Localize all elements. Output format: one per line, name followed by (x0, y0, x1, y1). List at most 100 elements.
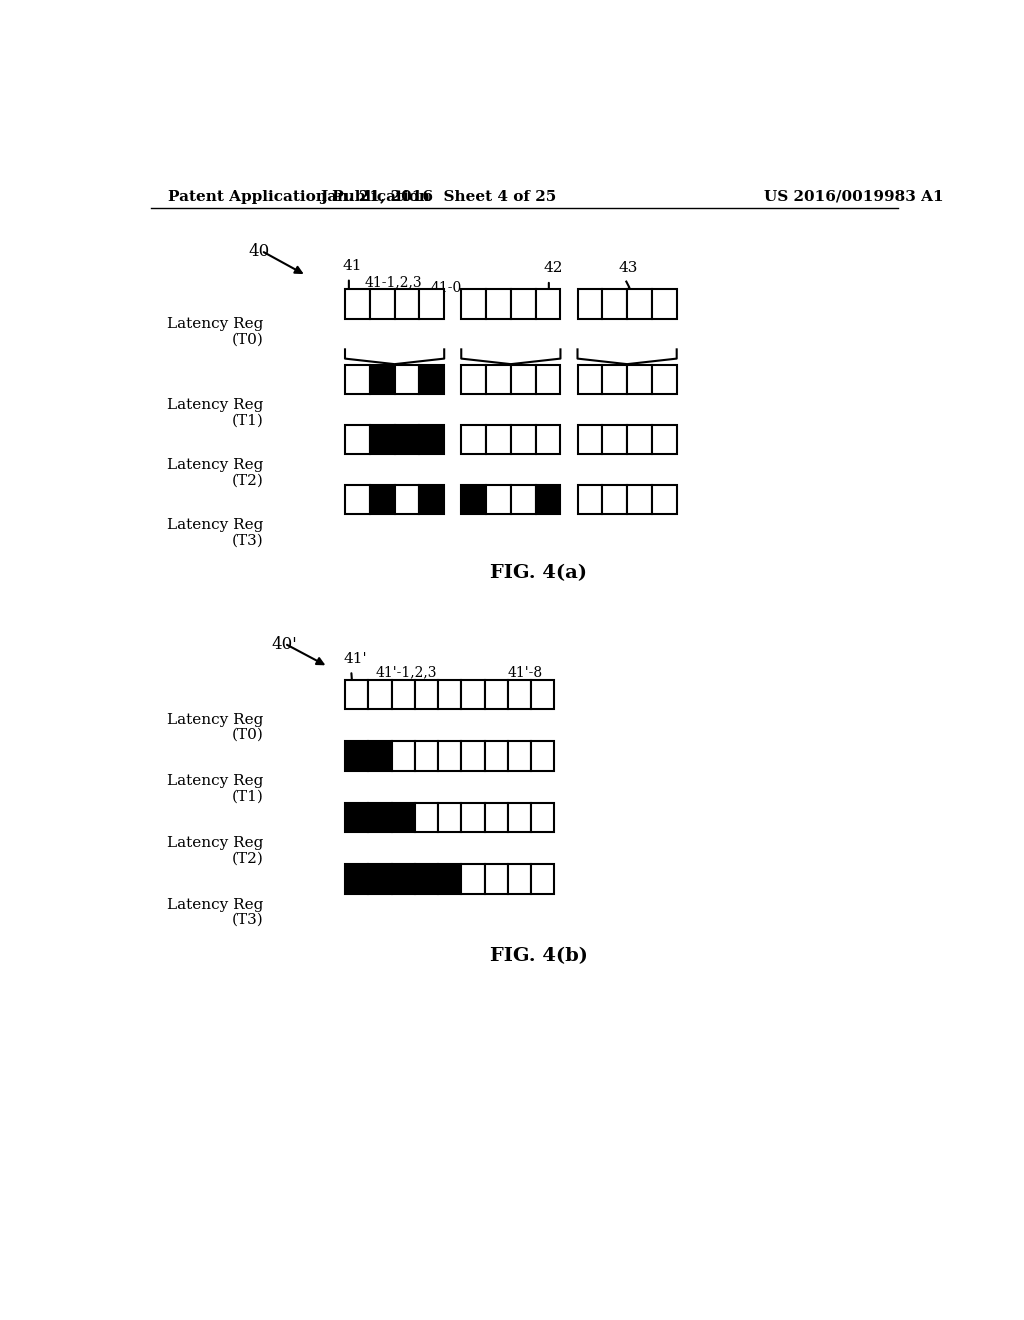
Bar (486, 484, 511, 515)
Bar (345, 484, 370, 515)
Bar (536, 484, 560, 515)
Bar (369, 865, 391, 894)
Bar (484, 742, 508, 771)
Bar (415, 803, 438, 832)
Text: Latency Reg: Latency Reg (167, 517, 263, 532)
Text: Latency Reg: Latency Reg (167, 397, 263, 412)
Bar (486, 289, 511, 318)
Bar (370, 484, 394, 515)
Bar (536, 425, 560, 454)
Text: Latency Reg: Latency Reg (167, 775, 263, 788)
Bar (438, 803, 461, 832)
Bar (420, 484, 444, 515)
Bar (578, 364, 602, 395)
Bar (345, 425, 370, 454)
Text: (T3): (T3) (231, 913, 263, 927)
Bar (370, 289, 394, 318)
Bar (369, 803, 391, 832)
Bar (602, 425, 627, 454)
Bar (345, 803, 369, 832)
Bar (508, 865, 531, 894)
Text: US 2016/0019983 A1: US 2016/0019983 A1 (764, 190, 943, 203)
Bar (536, 364, 560, 395)
Bar (531, 803, 554, 832)
Bar (370, 425, 394, 454)
Bar (511, 484, 536, 515)
Bar (420, 425, 444, 454)
Text: (T0): (T0) (231, 729, 263, 742)
Text: 41-1,2,3: 41-1,2,3 (365, 276, 422, 289)
Text: 41: 41 (343, 259, 362, 273)
Bar (461, 364, 486, 395)
Bar (578, 289, 602, 318)
Bar (461, 484, 486, 515)
Bar (508, 803, 531, 832)
Text: Jan. 21, 2016  Sheet 4 of 25: Jan. 21, 2016 Sheet 4 of 25 (319, 190, 556, 203)
Bar (420, 364, 444, 395)
Text: 41'-8: 41'-8 (508, 665, 543, 680)
Bar (627, 364, 652, 395)
Text: 41'-1,2,3: 41'-1,2,3 (376, 665, 437, 680)
Bar (627, 484, 652, 515)
Bar (652, 289, 677, 318)
Bar (391, 803, 415, 832)
Bar (369, 742, 391, 771)
Text: Latency Reg: Latency Reg (167, 458, 263, 471)
Text: 41': 41' (343, 652, 367, 665)
Bar (345, 865, 369, 894)
Bar (461, 680, 484, 709)
Bar (420, 289, 444, 318)
Text: (T2): (T2) (231, 851, 263, 866)
Bar (652, 425, 677, 454)
Bar (345, 742, 369, 771)
Bar (602, 289, 627, 318)
Bar (531, 680, 554, 709)
Bar (415, 742, 438, 771)
Bar (511, 289, 536, 318)
Bar (391, 680, 415, 709)
Bar (511, 425, 536, 454)
Text: FIG. 4(a): FIG. 4(a) (490, 564, 587, 582)
Bar (578, 425, 602, 454)
Bar (484, 803, 508, 832)
Text: (T0): (T0) (231, 333, 263, 346)
Bar (438, 865, 461, 894)
Bar (394, 364, 420, 395)
Bar (627, 425, 652, 454)
Bar (484, 865, 508, 894)
Bar (391, 865, 415, 894)
Text: Latency Reg: Latency Reg (167, 317, 263, 331)
Text: 40': 40' (271, 636, 297, 653)
Bar (369, 680, 391, 709)
Bar (627, 289, 652, 318)
Bar (508, 680, 531, 709)
Text: 41-0: 41-0 (430, 281, 462, 294)
Bar (394, 289, 420, 318)
Bar (461, 289, 486, 318)
Bar (345, 289, 370, 318)
Bar (536, 289, 560, 318)
Text: (T2): (T2) (231, 474, 263, 487)
Text: (T3): (T3) (231, 533, 263, 548)
Bar (370, 364, 394, 395)
Bar (415, 680, 438, 709)
Bar (394, 425, 420, 454)
Text: (T1): (T1) (231, 413, 263, 428)
Bar (391, 742, 415, 771)
Bar (345, 364, 370, 395)
Text: Patent Application Publication: Patent Application Publication (168, 190, 430, 203)
Bar (438, 680, 461, 709)
Bar (602, 364, 627, 395)
Text: 40: 40 (248, 243, 269, 260)
Text: Latency Reg: Latency Reg (167, 836, 263, 850)
Bar (438, 742, 461, 771)
Bar (531, 742, 554, 771)
Bar (508, 742, 531, 771)
Bar (531, 865, 554, 894)
Bar (345, 680, 369, 709)
Bar (578, 484, 602, 515)
Bar (486, 364, 511, 395)
Text: FIG. 4(b): FIG. 4(b) (489, 948, 588, 965)
Bar (394, 484, 420, 515)
Text: 43: 43 (618, 261, 638, 276)
